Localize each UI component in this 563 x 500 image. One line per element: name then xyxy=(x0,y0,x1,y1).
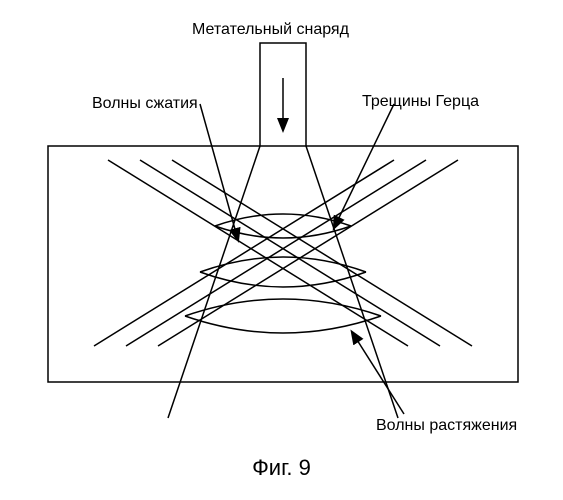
compression-wave xyxy=(94,160,394,346)
compression-wave xyxy=(172,160,472,346)
label-compression-waves: Волны сжатия xyxy=(92,94,198,113)
compression-wave xyxy=(126,160,426,346)
label-tension-waves: Волны растяжения xyxy=(376,416,517,435)
figure-caption: Фиг. 9 xyxy=(0,455,563,481)
tension-wave xyxy=(200,257,366,272)
tension-wave xyxy=(185,299,381,316)
compression-wave xyxy=(158,160,458,346)
target-block xyxy=(48,146,518,382)
callout-arrow-compression xyxy=(200,104,238,240)
callout-arrow-tension xyxy=(352,332,404,414)
compression-wave xyxy=(140,160,440,346)
compression-wave xyxy=(108,160,408,346)
label-hertz-cracks: Трещины Герца xyxy=(362,92,479,111)
label-projectile: Метательный снаряд xyxy=(192,20,349,39)
tension-wave xyxy=(185,316,381,333)
